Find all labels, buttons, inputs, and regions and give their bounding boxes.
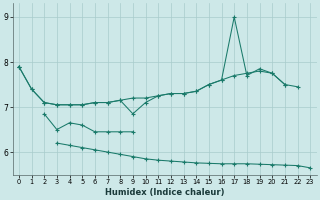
X-axis label: Humidex (Indice chaleur): Humidex (Indice chaleur) bbox=[105, 188, 224, 197]
